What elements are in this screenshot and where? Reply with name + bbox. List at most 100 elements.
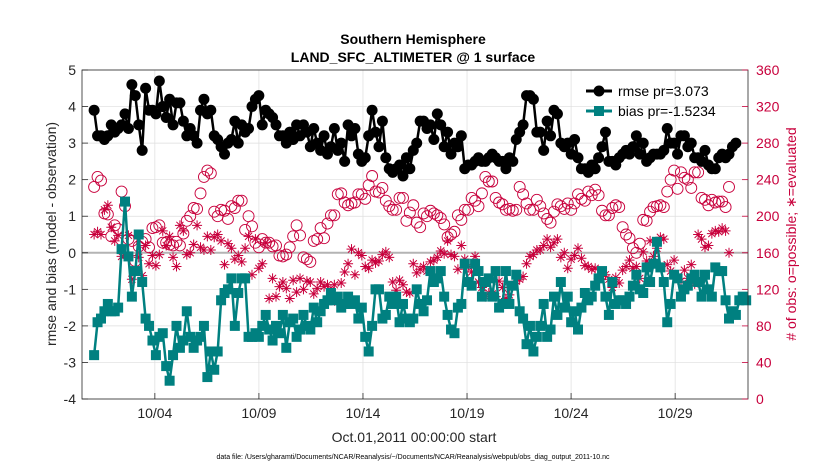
rmse-point: [270, 119, 282, 131]
obs-possible-point: [431, 209, 444, 222]
obs-evaluated-point: [370, 257, 381, 268]
obs-evaluated-point: [662, 259, 673, 270]
obs-evaluated-point: [126, 274, 137, 285]
bias-point: [689, 269, 700, 280]
obs-evaluated-point: [645, 235, 656, 246]
obs-evaluated-point: [452, 264, 463, 275]
obs-possible-point: [427, 207, 440, 220]
obs-evaluated-point: [188, 239, 199, 250]
obs-evaluated-point: [144, 258, 155, 269]
obs-possible-point: [95, 174, 107, 187]
rmse-point: [668, 137, 680, 149]
y-right-tick-label: 240: [756, 172, 780, 188]
obs-possible-series: [88, 164, 735, 268]
obs-possible-point: [668, 164, 681, 177]
rmse-point: [634, 148, 646, 160]
obs-evaluated-point: [555, 252, 566, 263]
obs-possible-point: [479, 170, 492, 183]
bias-point: [593, 273, 604, 284]
rmse-point: [661, 122, 673, 134]
obs-evaluated-point: [168, 252, 179, 263]
bias-point: [672, 273, 683, 284]
bias-point: [624, 291, 635, 302]
rmse-point: [400, 152, 412, 164]
obs-evaluated-point: [401, 287, 412, 298]
obs-evaluated-point: [411, 267, 422, 278]
obs-evaluated-point: [542, 234, 553, 245]
rmse-point: [452, 141, 464, 153]
obs-possible-point: [458, 203, 471, 216]
obs-evaluated-point: [638, 246, 649, 257]
bias-point: [542, 331, 553, 342]
bias-point: [298, 309, 309, 320]
obs-possible-point: [376, 181, 389, 194]
bias-point: [741, 295, 752, 306]
y-right-tick-label: 280: [756, 135, 780, 151]
obs-possible-point: [362, 179, 375, 192]
bias-point: [205, 346, 216, 357]
obs-evaluated-point: [720, 225, 731, 236]
rmse-point: [122, 122, 134, 134]
y-right-tick-label: 200: [756, 208, 780, 224]
bias-point: [209, 364, 220, 375]
rmse-point: [431, 108, 443, 120]
rmse-point: [541, 115, 553, 127]
bias-point: [706, 291, 717, 302]
rmse-point: [699, 144, 711, 156]
bias-point: [226, 273, 237, 284]
bias-point: [271, 320, 282, 331]
y-right-tick-label: 40: [756, 354, 772, 370]
rmse-point: [455, 130, 467, 142]
bias-point: [579, 287, 590, 298]
obs-possible-point: [222, 213, 234, 225]
obs-possible-point: [300, 253, 313, 266]
obs-possible-point: [438, 218, 451, 231]
obs-evaluated-point: [222, 238, 233, 249]
bias-point: [552, 309, 563, 320]
rmse-point: [685, 137, 697, 149]
bias-point: [387, 298, 398, 309]
y-right-tick-label: 160: [756, 245, 780, 261]
obs-evaluated-point: [713, 226, 724, 237]
rmse-point: [370, 126, 382, 138]
bias-point: [703, 284, 714, 295]
obs-evaluated-point: [545, 242, 556, 253]
bias-series: [89, 196, 752, 386]
obs-possible-point: [688, 166, 701, 179]
obs-evaluated-point: [466, 266, 477, 277]
obs-possible-point: [386, 203, 399, 216]
y-tick-label: -4: [64, 391, 77, 407]
obs-evaluated-point: [497, 282, 508, 293]
legend-rmse-label: rmse pr=3.073: [618, 83, 709, 99]
obs-possible-point: [561, 197, 574, 210]
obs-possible-point: [91, 170, 104, 183]
obs-evaluated-point: [243, 231, 254, 242]
bias-point: [531, 331, 542, 342]
bias-point: [89, 350, 100, 361]
bias-point: [607, 277, 618, 288]
obs-evaluated-point: [253, 263, 264, 274]
obs-evaluated-point: [518, 271, 529, 282]
bias-point: [267, 335, 278, 346]
obs-evaluated-point: [494, 276, 505, 287]
rmse-point: [232, 137, 244, 149]
obs-evaluated-point: [404, 287, 415, 298]
bias-point: [123, 251, 134, 262]
rmse-point: [428, 133, 440, 145]
rmse-point: [658, 144, 670, 156]
obs-possible-point: [355, 188, 368, 201]
rmse-point: [153, 75, 165, 87]
obs-evaluated-point: [164, 231, 175, 242]
obs-evaluated-point: [456, 240, 467, 251]
bias-point: [322, 295, 333, 306]
bias-point: [95, 313, 106, 324]
bias-point: [171, 320, 182, 331]
obs-evaluated-point: [106, 222, 117, 233]
obs-evaluated-point: [236, 256, 247, 267]
y-right-tick-label: 120: [756, 281, 780, 297]
obs-evaluated-point: [349, 269, 360, 280]
bias-point: [586, 291, 597, 302]
obs-evaluated-point: [394, 275, 405, 286]
obs-possible-point: [373, 186, 385, 199]
obs-possible-point: [335, 187, 348, 200]
